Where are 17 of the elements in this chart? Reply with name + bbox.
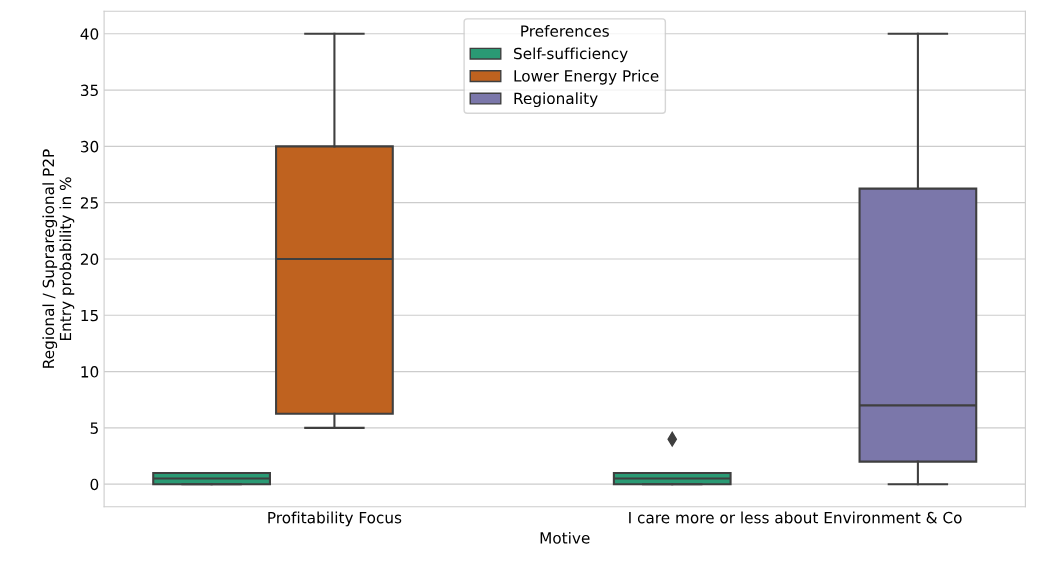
y-tick-label: 40 [80,28,99,40]
legend-label: Regionality [514,92,598,108]
legend-label: Lower Energy Price [514,69,659,85]
x-axis-title: Motive [540,531,590,544]
legend-label: Self-sufficiency [514,47,628,63]
y-tick-label: 15 [81,309,98,322]
y-axis-title: Regional / Supraregional P2P Entry probability in % [42,149,75,368]
y-tick-label: 20 [80,253,99,265]
x-tick-label: I care more or less about Environment & Co [629,511,962,524]
y-tick-label: 30 [80,140,99,153]
y-tick-label: 0 [90,478,99,491]
y-tick-label: 10 [81,366,99,378]
y-tick-label: 35 [80,84,98,97]
y-tick-label: 5 [90,422,98,434]
legend-title: Preferences [521,25,609,37]
y-tick-label: 25 [80,197,98,209]
x-tick-label: Profitability Focus [268,511,402,527]
